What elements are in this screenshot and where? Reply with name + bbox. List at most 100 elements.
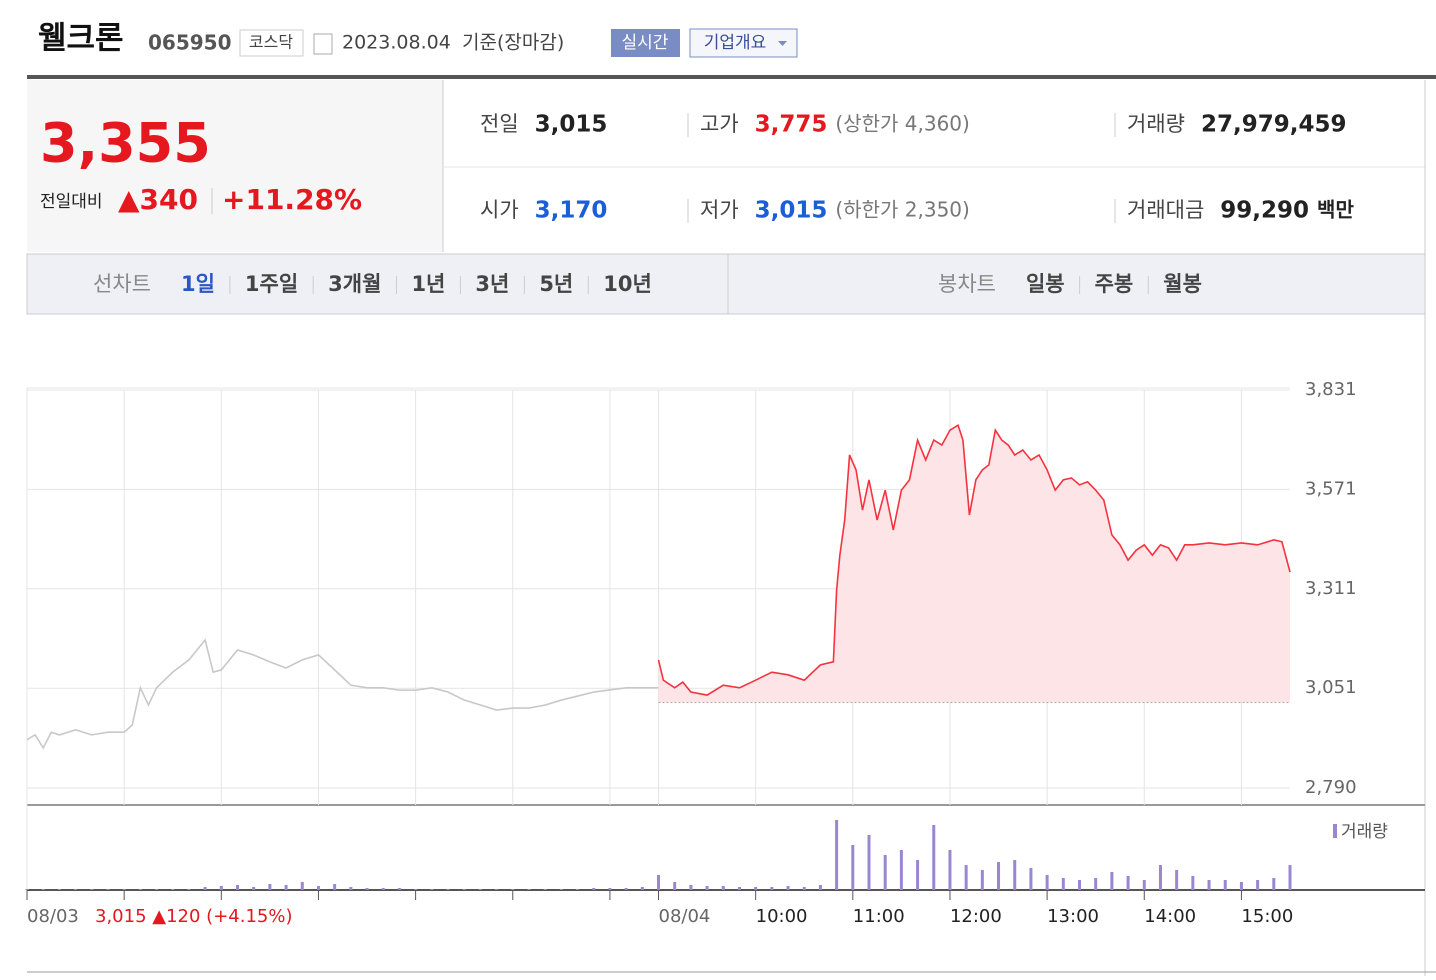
volume-bar xyxy=(624,888,628,890)
volume-bar xyxy=(673,882,677,890)
volume-bar xyxy=(608,888,612,890)
volume-bar xyxy=(138,889,142,890)
period-tab[interactable]: 10년 xyxy=(603,272,652,296)
volume-bar xyxy=(1029,868,1033,890)
dropdown-arrow xyxy=(778,41,787,46)
volume-bar xyxy=(397,888,401,890)
prev-close-annotation: 3,015 ▲120 (+4.15%) xyxy=(95,906,292,927)
volume-bar xyxy=(300,882,304,890)
volume-bar xyxy=(1094,878,1098,890)
price-line xyxy=(657,423,1291,696)
period-tab[interactable]: 1주일 xyxy=(245,272,298,296)
legend-swatch xyxy=(1333,824,1337,838)
x-tick-label: 12:00 xyxy=(950,906,1002,927)
realtime-button[interactable] xyxy=(611,29,680,57)
basis: 기준(장마감) xyxy=(462,32,564,54)
candle-tab[interactable]: 주봉 xyxy=(1095,272,1134,296)
x-tick-label: 15:00 xyxy=(1241,906,1293,927)
volume-bar xyxy=(851,845,855,890)
period-tab[interactable]: 3년 xyxy=(475,272,509,296)
volume-bar xyxy=(462,889,466,890)
field-value: 3,170 xyxy=(535,198,608,224)
volume-bar xyxy=(786,886,790,890)
x-tick-label: 08/04 xyxy=(659,906,711,927)
volume-bar xyxy=(1013,860,1017,890)
tab-label[interactable]: 봉차트 xyxy=(938,272,996,296)
period-tab[interactable]: 5년 xyxy=(539,272,573,296)
volume-bar xyxy=(835,820,839,890)
volume-bar xyxy=(414,889,418,890)
volume-bar xyxy=(381,888,385,890)
stock-code: 065950 xyxy=(148,31,232,55)
field-value: 99,290 xyxy=(1220,198,1309,224)
volume-bar xyxy=(916,860,920,890)
volume-bar xyxy=(1191,876,1195,890)
volume-bar xyxy=(559,889,563,890)
volume-bar xyxy=(106,889,110,890)
volume-bar xyxy=(980,870,984,890)
volume-bar xyxy=(122,889,126,890)
volume-bar xyxy=(818,885,822,890)
volume-bar xyxy=(478,889,482,890)
volume-bar xyxy=(1142,880,1146,890)
x-tick-label: 08/03 xyxy=(27,906,79,927)
volume-bar xyxy=(1207,880,1211,890)
field-value: 27,979,459 xyxy=(1201,112,1347,138)
period-tab[interactable]: 1일 xyxy=(181,272,215,296)
field-value: 3,015 xyxy=(535,112,608,138)
price: 3,355 xyxy=(40,112,211,175)
field-value: 3,775 xyxy=(755,112,828,138)
date: 2023.08.04 xyxy=(342,32,451,54)
volume-bar xyxy=(171,889,175,890)
volume-bar xyxy=(689,885,693,890)
y-tick-label: 3,311 xyxy=(1305,578,1357,599)
volume-bar xyxy=(867,835,871,890)
tab-label[interactable]: 선차트 xyxy=(93,272,151,296)
market: 코스닥 xyxy=(249,33,293,52)
volume-bar xyxy=(1256,880,1260,890)
volume-bar xyxy=(1078,880,1081,890)
candle-tab[interactable]: 일봉 xyxy=(1026,272,1065,296)
change-label: 전일대비 xyxy=(40,192,103,212)
volume-bar xyxy=(948,850,952,890)
volume-bar xyxy=(737,887,741,890)
period-tab[interactable]: 1년 xyxy=(411,272,445,296)
volume-bar xyxy=(1126,876,1130,890)
price-line xyxy=(26,638,659,750)
volume-bar xyxy=(333,884,337,890)
volume-bar xyxy=(495,889,499,890)
x-tick-label: 11:00 xyxy=(853,906,905,927)
volume-bar xyxy=(349,887,353,890)
volume-bar xyxy=(964,865,968,890)
candle-tab[interactable]: 월봉 xyxy=(1163,272,1202,296)
volume-bar xyxy=(527,889,531,890)
volume-bar xyxy=(1061,878,1065,890)
y-tick-label: 3,051 xyxy=(1305,677,1357,698)
y-tick-label: 3,831 xyxy=(1305,379,1357,400)
legend-label: 거래량 xyxy=(1341,822,1388,842)
company[interactable]: 기업개요 xyxy=(704,33,767,53)
volume-bar xyxy=(802,887,806,890)
volume-bar xyxy=(316,886,320,890)
field-label: 전일 xyxy=(480,112,519,136)
y-tick-label: 3,571 xyxy=(1305,478,1357,499)
volume-bar xyxy=(252,887,256,890)
volume-bar xyxy=(754,887,758,890)
volume-bar xyxy=(1288,865,1292,890)
volume-bar xyxy=(57,889,61,890)
volume-bar xyxy=(1223,880,1227,890)
volume-bar xyxy=(640,887,644,890)
realtime[interactable]: 실시간 xyxy=(622,33,669,53)
company-button[interactable] xyxy=(689,28,798,58)
y-tick-label: 2,790 xyxy=(1305,777,1357,798)
period-tab[interactable]: 3개월 xyxy=(328,272,381,296)
stock-name: 웰크론 xyxy=(38,21,124,57)
change: ▲340 xyxy=(118,183,198,216)
field-extra: 백만 xyxy=(1317,198,1354,222)
field-extra: (하한가 2,350) xyxy=(835,198,969,222)
change-pct: +11.28% xyxy=(222,183,362,216)
volume-bar xyxy=(236,885,239,890)
volume-bar xyxy=(90,889,94,890)
